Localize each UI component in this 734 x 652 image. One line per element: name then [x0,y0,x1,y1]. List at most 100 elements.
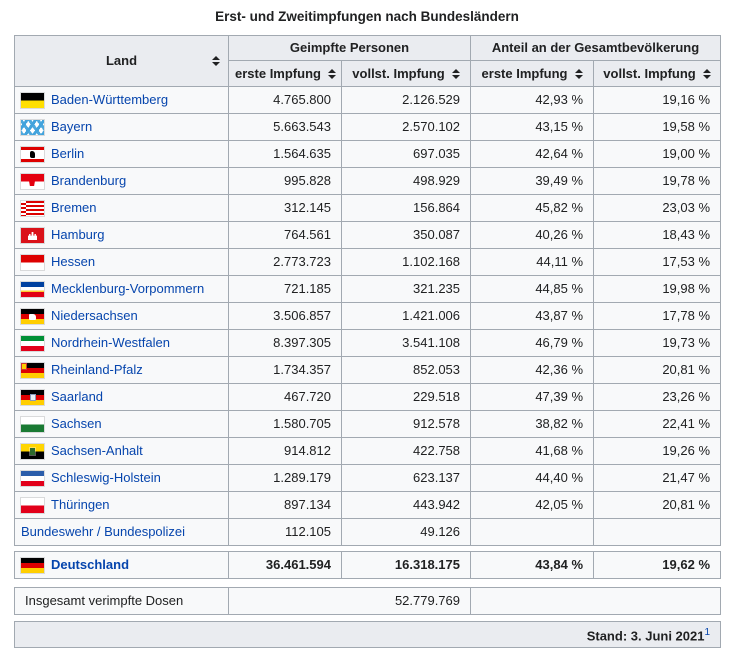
table-row: Bayern 5.663.543 2.570.102 43,15 % 19,58… [14,113,722,141]
flag-hh-icon [21,228,44,244]
state-link[interactable]: Baden-Württemberg [51,91,169,107]
states-tbody: Baden-Württemberg 4.765.800 2.126.529 42… [14,86,722,546]
table-row: Berlin 1.564.635 697.035 42,64 % 19,00 % [14,140,722,168]
vollst-impfung-value: 156.864 [340,194,472,222]
flag-st-icon [21,444,44,460]
anteil-erste-value: 46,79 % [470,329,595,357]
stand-date-label: Stand: 3. Juni 2021 [586,628,705,644]
erste-impfung-value: 4.765.800 [228,86,342,114]
anteil-erste-value: 43,84 % [470,551,594,579]
anteil-vollst-value: 20,81 % [593,491,722,519]
flag-hb-icon [21,201,44,217]
table-row: Niedersachsen 3.506.857 1.421.006 43,87 … [14,302,722,330]
flag-nw-icon [21,336,44,352]
anteil-vollst-value: 19,73 % [593,329,722,357]
anteil-erste-value: 42,93 % [470,86,595,114]
table-row: Nordrhein-Westfalen 8.397.305 3.541.108 … [14,329,722,357]
state-link[interactable]: Sachsen-Anhalt [51,442,143,458]
footnote-ref-link[interactable]: 1 [704,627,711,638]
erste-impfung-value: 2.773.723 [228,248,342,276]
table-row: Sachsen-Anhalt 914.812 422.758 41,68 % 1… [14,437,722,465]
anteil-erste-value: 38,82 % [470,410,595,438]
state-link[interactable]: Brandenburg [51,172,127,188]
state-link[interactable]: Mecklenburg-Vorpommern [51,280,205,296]
anteil-vollst-value: 19,26 % [593,437,722,465]
anteil-vollst-value: 19,62 % [593,551,721,579]
sort-icon [212,56,220,66]
page-title: Erst- und Zweitimpfungen nach Bundesländ… [215,9,519,24]
vollst-impfung-value: 852.053 [340,356,472,384]
state-link[interactable]: Deutschland [51,556,130,572]
erste-impfung-value: 3.506.857 [228,302,342,330]
state-link[interactable]: Berlin [51,145,85,161]
erste-impfung-value: 1.564.635 [228,140,342,168]
column-header-erste-impfung-absolut[interactable]: erste Impfung [228,60,342,87]
stand-table: Stand: 3. Juni 20211 [13,620,722,649]
erste-impfung-value: 897.134 [228,491,342,519]
erste-impfung-value: 764.561 [228,221,342,249]
anteil-erste-value: 40,26 % [470,221,595,249]
anteil-vollst-value: 20,81 % [593,356,722,384]
deutschland-summary-table: Deutschland 36.461.594 16.318.175 43,84 … [14,551,721,579]
vollst-impfung-value: 912.578 [340,410,472,438]
anteil-vollst-value: 22,41 % [593,410,722,438]
column-header-vollst-impfung-absolut[interactable]: vollst. Impfung [340,60,472,87]
anteil-erste-value: 42,36 % [470,356,595,384]
footnote-ref: 1 [704,627,710,638]
state-link[interactable]: Rheinland-Pfalz [51,361,143,377]
erste-impfung-value: 5.663.543 [228,113,342,141]
flag-bb-icon [21,174,44,190]
flag-sl-icon [21,390,44,406]
vollst-impfung-value: 422.758 [340,437,472,465]
vollst-impfung-value: 49.126 [340,518,472,546]
table-row: Bundeswehr / Bundespolizei 112.105 49.12… [14,518,722,546]
state-link[interactable]: Thüringen [51,496,110,512]
state-link[interactable]: Bayern [51,118,93,134]
flag-mv-icon [21,282,44,298]
table-row: Schleswig-Holstein 1.289.179 623.137 44,… [14,464,722,492]
anteil-vollst-value: 18,43 % [593,221,722,249]
vollst-impfung-value: 443.942 [340,491,472,519]
table-row: Sachsen 1.580.705 912.578 38,82 % 22,41 … [14,410,722,438]
flag-by-icon [21,120,44,136]
vollst-impfung-value: 2.570.102 [340,113,472,141]
state-link[interactable]: Saarland [51,388,104,404]
erste-impfung-value: 1.734.357 [228,356,342,384]
state-link[interactable]: Hamburg [51,226,105,242]
state-link[interactable]: Schleswig-Holstein [51,469,161,485]
vollst-impfung-value: 1.102.168 [340,248,472,276]
anteil-vollst-value: 23,03 % [593,194,722,222]
state-link[interactable]: Nordrhein-Westfalen [51,334,170,350]
state-link[interactable]: Hessen [51,253,96,269]
erste-impfung-value: 1.289.179 [228,464,342,492]
flag-ni-icon [21,309,44,325]
flag-de-icon [21,558,44,574]
state-link[interactable]: Sachsen [51,415,102,431]
group-header-label: Anteil an der Gesamtbevölkerung [491,40,700,55]
table-row: Mecklenburg-Vorpommern 721.185 321.235 4… [14,275,722,303]
state-link[interactable]: Bremen [51,199,97,215]
flag-bw-icon [21,93,44,109]
anteil-vollst-value: 19,98 % [593,275,722,303]
column-header-erste-impfung-anteil[interactable]: erste Impfung [470,60,595,87]
state-link[interactable]: Niedersachsen [51,307,138,323]
flag-sh-icon [21,471,44,487]
table-row: Hamburg 764.561 350.087 40,26 % 18,43 % [14,221,722,249]
stand-row: Stand: 3. Juni 20211 [13,620,722,649]
vollst-impfung-value: 623.137 [340,464,472,492]
anteil-erste-value: 43,15 % [470,113,595,141]
column-header-land[interactable]: Land [14,35,229,87]
table-header: Land Geimpfte Personen Anteil an der Ges… [14,35,722,87]
vollst-impfung-value: 498.929 [340,167,472,195]
state-link[interactable]: Bundeswehr / Bundespolizei [21,524,186,539]
column-header-vollst-impfung-anteil[interactable]: vollst. Impfung [593,60,722,87]
subheader-label: vollst. Impfung [352,65,445,81]
vollst-impfung-value: 697.035 [340,140,472,168]
anteil-vollst-value: 23,26 % [593,383,722,411]
anteil-erste-value: 44,11 % [470,248,595,276]
group-header-label: Geimpfte Personen [289,40,410,55]
total-doses-row: Insgesamt verimpfte Dosen 52.779.769 [14,587,722,615]
vollst-impfung-value: 2.126.529 [340,86,472,114]
anteil-vollst-value: 17,53 % [593,248,722,276]
